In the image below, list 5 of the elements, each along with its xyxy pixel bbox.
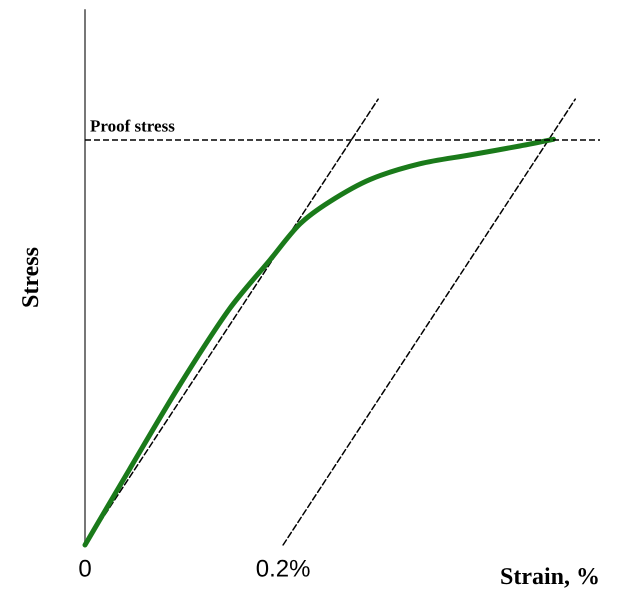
x-tick-label: 0.2%: [256, 556, 310, 582]
y-axis-title: Stress: [18, 247, 44, 308]
x-axis-title: Strain, %: [500, 564, 600, 590]
ref-line-label: Proof stress: [90, 116, 176, 136]
x-tick-label: 0: [78, 556, 92, 582]
